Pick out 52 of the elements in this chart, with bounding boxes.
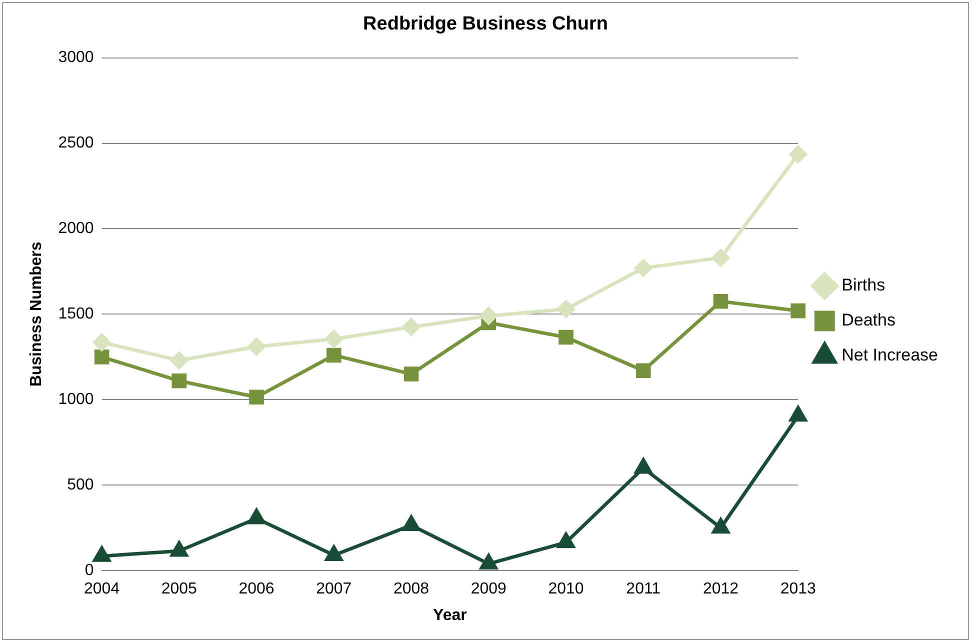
x-tick-label: 2010 — [548, 580, 584, 598]
x-tick-label: 2005 — [161, 580, 198, 598]
y-axis-title: Business Numbers — [28, 242, 46, 387]
x-tick-label: 2013 — [780, 580, 816, 598]
y-tick-label: 1000 — [58, 391, 94, 408]
point — [557, 532, 575, 548]
x-tick-label: 2012 — [702, 580, 739, 598]
point — [789, 146, 807, 164]
point — [480, 307, 498, 325]
point — [172, 373, 187, 388]
point — [402, 318, 420, 336]
chart-title: Redbridge Business Churn — [363, 14, 608, 35]
point — [326, 348, 342, 363]
point — [93, 546, 110, 562]
point — [170, 541, 188, 557]
y-tick-label: 2000 — [58, 220, 94, 238]
legend-label: Births — [842, 276, 886, 295]
point — [557, 300, 575, 318]
x-axis-title: Year — [433, 606, 467, 624]
x-tick-label: 2006 — [238, 580, 274, 598]
point — [249, 390, 264, 405]
point — [789, 406, 807, 422]
point — [94, 350, 110, 364]
point — [790, 303, 806, 318]
point — [636, 363, 651, 378]
y-tick-label: 500 — [67, 476, 94, 494]
point — [404, 366, 419, 382]
point — [93, 334, 111, 352]
y-tick-label: 1500 — [58, 306, 94, 323]
point — [712, 518, 730, 534]
point — [325, 545, 343, 561]
point — [712, 249, 730, 267]
point — [248, 508, 266, 524]
y-tick-label: 3000 — [58, 49, 94, 66]
y-tick-label: 2500 — [58, 134, 94, 152]
point — [248, 338, 266, 356]
point — [558, 330, 574, 345]
x-tick-label: 2008 — [393, 580, 430, 598]
point — [480, 554, 498, 570]
y-tick-label: 0 — [84, 562, 94, 580]
x-tick-label: 2007 — [316, 580, 352, 598]
point — [634, 458, 652, 474]
x-tick-label: 2011 — [626, 580, 661, 598]
legend-label: Deaths — [842, 310, 896, 330]
x-tick-label: 2009 — [470, 580, 507, 598]
point — [402, 516, 420, 532]
point — [170, 352, 188, 370]
x-tick-label: 2004 — [84, 580, 120, 598]
legend-label: Net Increase — [842, 346, 938, 365]
point — [325, 330, 343, 348]
point — [713, 294, 728, 309]
point — [634, 259, 652, 277]
